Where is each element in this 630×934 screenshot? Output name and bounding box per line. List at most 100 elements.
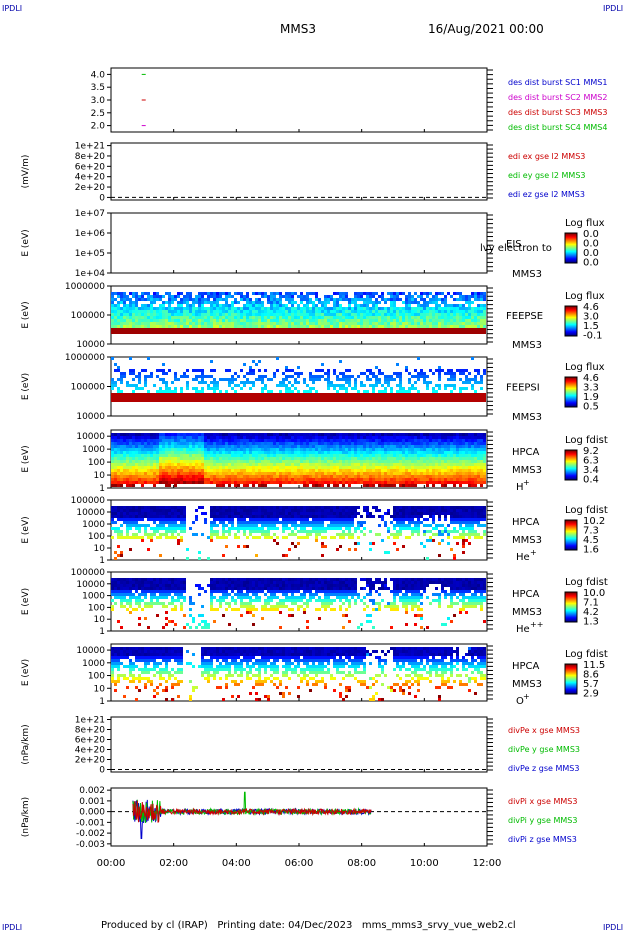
spectrogram-cell xyxy=(162,328,165,331)
spectrogram-cell xyxy=(234,475,237,478)
spectrogram-cell xyxy=(288,310,291,313)
spectrogram-cell xyxy=(240,442,243,445)
spectrogram-cell xyxy=(351,399,354,402)
spectrogram-cell xyxy=(114,292,117,295)
y-tick-label: 10 xyxy=(94,471,106,481)
spectrogram-cell xyxy=(453,325,456,328)
spectrogram-cell xyxy=(135,307,138,310)
spectrogram-cell xyxy=(339,372,342,375)
spectrogram-cell xyxy=(210,442,213,445)
spectrogram-cell xyxy=(114,396,117,399)
spectrogram-cell xyxy=(252,331,255,334)
spectrogram-cell xyxy=(450,472,453,475)
spectrogram-cell xyxy=(402,331,405,334)
spectrogram-cell xyxy=(183,375,186,378)
spectrogram-cell xyxy=(453,310,456,313)
spectrogram-cell xyxy=(309,313,312,316)
spectrogram-cell xyxy=(297,439,300,442)
spectrogram-cell xyxy=(471,433,474,436)
spectrogram-cell xyxy=(219,399,222,402)
spectrogram-cell xyxy=(144,399,147,402)
spectrogram-cell xyxy=(375,433,378,436)
spectrogram-cell xyxy=(321,442,324,445)
spectrogram-cell xyxy=(132,466,135,469)
spectrogram-cell xyxy=(213,378,216,381)
spectrogram-cell xyxy=(276,310,279,313)
spectrogram-cell xyxy=(306,301,309,304)
spectrogram-cell xyxy=(348,328,351,331)
spectrogram-cell xyxy=(273,292,276,295)
spectrogram-cell xyxy=(357,463,360,466)
spectrogram-cell xyxy=(357,319,360,322)
spectrogram-cell xyxy=(210,396,213,399)
spectrogram-cell xyxy=(477,319,480,322)
spectrogram-cell xyxy=(258,316,261,319)
spectrogram-cell xyxy=(201,307,204,310)
spectrogram-cell xyxy=(477,460,480,463)
spectrogram-cell xyxy=(207,322,210,325)
spectrogram-cell xyxy=(303,396,306,399)
spectrogram-cell xyxy=(183,451,186,454)
y-axis-label: E (eV) xyxy=(21,301,31,328)
spectrogram-cell xyxy=(339,384,342,387)
spectrogram-cell xyxy=(474,375,477,378)
spectrogram-cell xyxy=(144,439,147,442)
spectrogram-cell xyxy=(315,481,318,484)
spectrogram-cell xyxy=(171,478,174,481)
spectrogram-cell xyxy=(189,292,192,295)
spectrogram-cell xyxy=(441,484,444,487)
spectrogram-cell xyxy=(171,390,174,393)
spectrogram-cell xyxy=(267,396,270,399)
spectrogram-cell xyxy=(231,381,234,384)
spectrogram-cell xyxy=(375,313,378,316)
spectrogram-cell xyxy=(333,298,336,301)
spectrogram-cell xyxy=(444,460,447,463)
spectrogram-cell xyxy=(216,298,219,301)
spectrogram-cell xyxy=(303,298,306,301)
spectrogram-cell xyxy=(366,448,369,451)
spectrogram-cell xyxy=(306,304,309,307)
spectrogram-cell xyxy=(459,313,462,316)
spectrogram-cell xyxy=(306,439,309,442)
spectrogram-cell xyxy=(135,328,138,331)
spectrogram-cell xyxy=(348,307,351,310)
spectrogram-cell xyxy=(363,436,366,439)
spectrogram-cell xyxy=(381,390,384,393)
spectrogram-cell xyxy=(333,393,336,396)
y-tick-label: 4.0 xyxy=(91,70,106,80)
spectrogram-cell xyxy=(315,466,318,469)
spectrogram-cell xyxy=(381,307,384,310)
spectrogram-cell xyxy=(213,396,216,399)
spectrogram-cell xyxy=(132,460,135,463)
spectrogram-cell xyxy=(123,310,126,313)
spectrogram-cell xyxy=(453,457,456,460)
spectrogram-cell xyxy=(339,298,342,301)
spectrogram-cell xyxy=(444,478,447,481)
spectrogram-cell xyxy=(174,307,177,310)
spectrogram-cell xyxy=(150,325,153,328)
spectrogram-cell xyxy=(243,466,246,469)
spectrogram-cell xyxy=(327,313,330,316)
spectrogram-cell xyxy=(420,375,423,378)
spectrogram-cell xyxy=(255,448,258,451)
spectrogram-cell xyxy=(453,433,456,436)
spectrogram-cell xyxy=(429,322,432,325)
spectrogram-cell xyxy=(438,433,441,436)
spectrogram-cell xyxy=(291,375,294,378)
spectrogram-cell xyxy=(438,313,441,316)
spectrogram-cell xyxy=(249,433,252,436)
spectrogram-cell xyxy=(381,484,384,487)
spectrogram-cell xyxy=(438,481,441,484)
spectrogram-cell xyxy=(156,433,159,436)
spectrogram-cell xyxy=(357,460,360,463)
spectrogram-cell xyxy=(426,313,429,316)
colorbar-segment xyxy=(565,394,577,396)
spectrogram-cell xyxy=(306,466,309,469)
spectrogram-cell xyxy=(300,457,303,460)
spectrogram-cell xyxy=(171,328,174,331)
spectrogram-cell xyxy=(111,292,114,295)
spectrogram-cell xyxy=(306,475,309,478)
spectrogram-cell xyxy=(276,393,279,396)
spectrogram-cell xyxy=(234,298,237,301)
spectrogram-cell xyxy=(423,460,426,463)
